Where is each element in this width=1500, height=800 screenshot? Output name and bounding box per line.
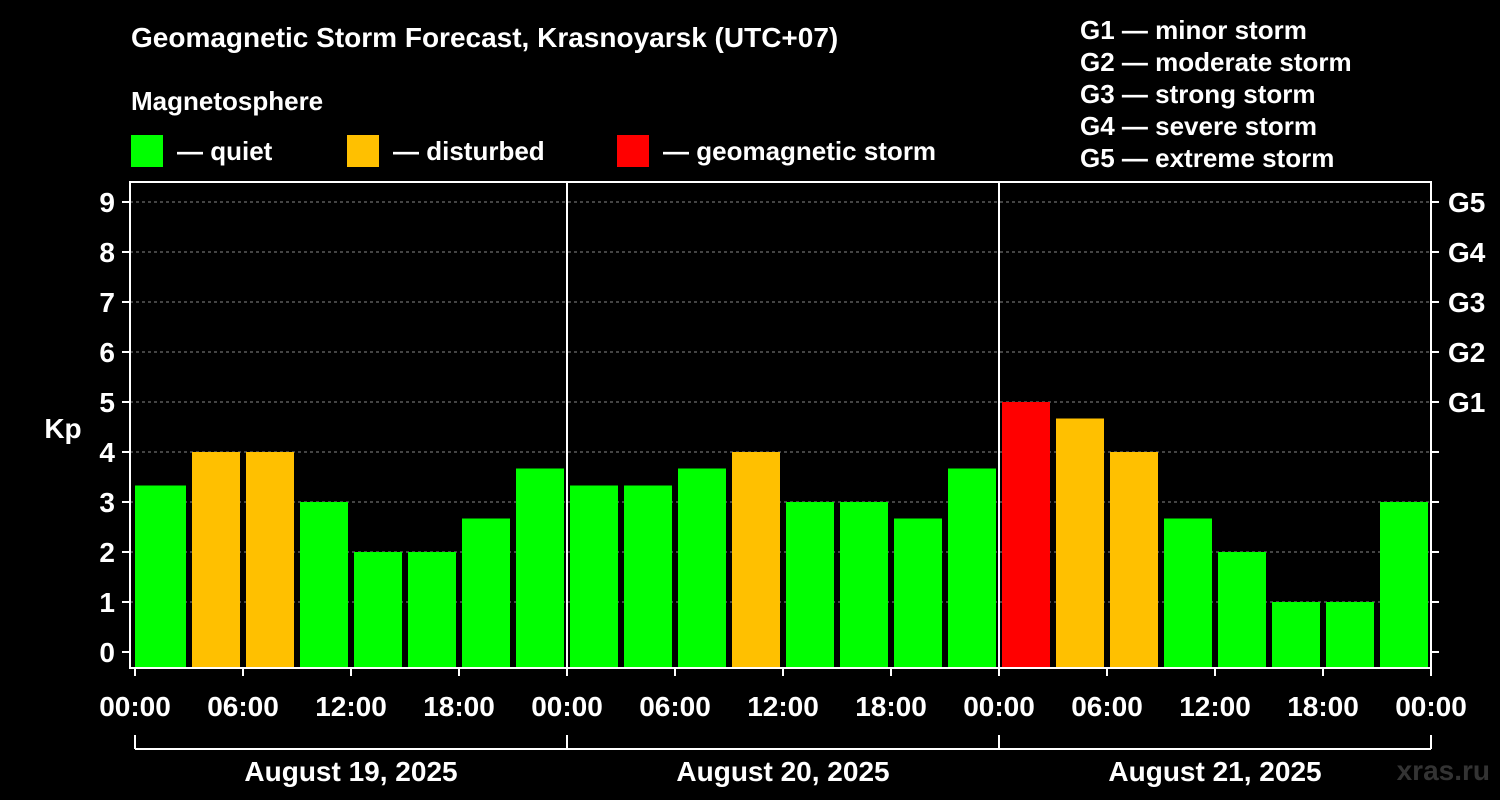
y-axis-label: Kp: [44, 413, 81, 444]
kp-bar: [840, 502, 888, 668]
g-legend-g5: G5 — extreme storm: [1080, 143, 1335, 173]
x-tick-label: 18:00: [423, 691, 495, 722]
day-label: August 19, 2025: [244, 756, 457, 787]
kp-bar: [300, 502, 348, 668]
kp-bar: [894, 518, 942, 668]
x-tick-label: 18:00: [1287, 691, 1359, 722]
y-tick-label: 7: [99, 287, 115, 318]
x-tick-label: 00:00: [531, 691, 603, 722]
chart-title: Geomagnetic Storm Forecast, Krasnoyarsk …: [131, 22, 839, 53]
g-legend-g3: G3 — strong storm: [1080, 79, 1316, 109]
g-level-label: G3: [1448, 287, 1485, 318]
x-tick-label: 12:00: [315, 691, 387, 722]
g-level-label: G4: [1448, 237, 1486, 268]
x-tick-label: 00:00: [1395, 691, 1467, 722]
y-tick-label: 6: [99, 337, 115, 368]
day-label: August 20, 2025: [676, 756, 889, 787]
legend-quiet-label: — quiet: [177, 135, 273, 166]
kp-bar: [786, 502, 834, 668]
x-tick-label: 12:00: [1179, 691, 1251, 722]
kp-bar: [1380, 502, 1428, 668]
kp-bar: [1164, 518, 1212, 668]
kp-bar: [1218, 552, 1266, 668]
kp-bar: [1110, 452, 1158, 668]
y-tick-label: 3: [99, 487, 115, 518]
y-tick-label: 4: [99, 437, 115, 468]
legend-storm-swatch: [617, 135, 649, 167]
legend-quiet-swatch: [131, 135, 163, 167]
kp-bar: [462, 518, 510, 668]
day-label: August 21, 2025: [1108, 756, 1321, 787]
legend-disturbed: — disturbed: [347, 134, 545, 168]
kp-bar: [408, 552, 456, 668]
g-legend-g4: G4 — severe storm: [1080, 111, 1318, 141]
g-level-label: G1: [1448, 387, 1485, 418]
kp-bar: [570, 485, 618, 668]
y-tick-label: 0: [99, 637, 115, 668]
kp-bar: [246, 452, 294, 668]
x-tick-label: 00:00: [963, 691, 1035, 722]
legend-storm: — geomagnetic storm: [617, 134, 936, 168]
x-tick-label: 06:00: [639, 691, 711, 722]
y-tick-label: 9: [99, 187, 115, 218]
kp-bar: [732, 452, 780, 668]
g-legend-g2: G2 — moderate storm: [1080, 47, 1352, 77]
g-legend-g1: G1 — minor storm: [1080, 15, 1307, 45]
y-tick-label: 2: [99, 537, 115, 568]
kp-bar: [1272, 602, 1320, 668]
legend-disturbed-swatch: [347, 135, 379, 167]
legend-quiet: — quiet: [131, 134, 272, 168]
plot-frame: [129, 181, 1432, 669]
kp-bar: [354, 552, 402, 668]
legend-disturbed-label: — disturbed: [393, 135, 545, 166]
watermark: xras.ru: [1396, 755, 1490, 786]
y-tick-label: 8: [99, 237, 115, 268]
kp-bar: [678, 468, 726, 668]
kp-bar: [135, 485, 186, 668]
kp-bar: [192, 452, 240, 668]
magnetosphere-label: Magnetosphere: [131, 86, 324, 116]
kp-bar: [624, 485, 672, 668]
x-tick-label: 12:00: [747, 691, 819, 722]
g-level-label: G2: [1448, 337, 1485, 368]
kp-bar: [1002, 402, 1050, 668]
kp-bar: [516, 468, 564, 668]
kp-bar: [948, 468, 996, 668]
x-tick-label: 00:00: [99, 691, 171, 722]
legend-storm-label: — geomagnetic storm: [663, 135, 937, 166]
y-tick-label: 5: [99, 387, 115, 418]
g-scale-legend: G1 — minor storm G2 — moderate storm G3 …: [1080, 14, 1352, 174]
g-level-label: G5: [1448, 187, 1485, 218]
kp-bar: [1326, 602, 1374, 668]
y-tick-label: 1: [99, 587, 115, 618]
x-tick-label: 06:00: [1071, 691, 1143, 722]
kp-bar: [1056, 418, 1104, 668]
x-tick-label: 06:00: [207, 691, 279, 722]
x-tick-label: 18:00: [855, 691, 927, 722]
